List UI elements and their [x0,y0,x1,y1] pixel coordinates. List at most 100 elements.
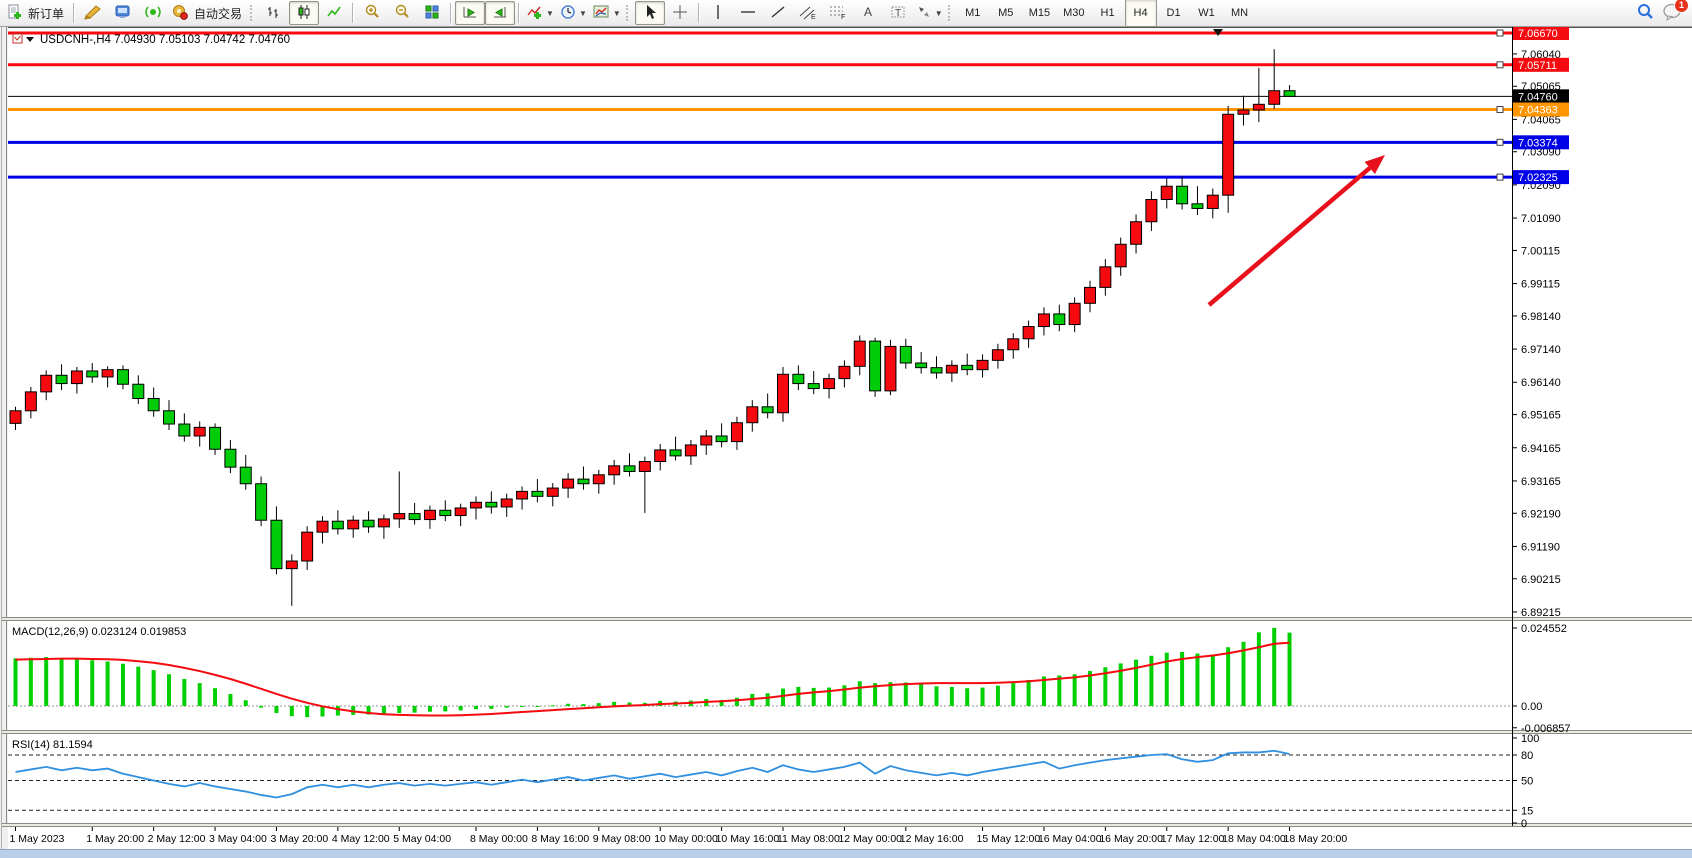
timeframe-button-h4[interactable]: H4 [1124,0,1157,27]
level-handle[interactable] [1496,61,1504,69]
candle-body [1268,90,1281,105]
candle-body [70,370,83,385]
price-level-lines[interactable] [8,29,1512,181]
candle-body [592,474,605,485]
timeframe-button-h1[interactable]: H1 [1100,7,1115,19]
metaeditor-button[interactable] [78,1,108,25]
chart-shift-button[interactable] [485,1,516,25]
add-indicator-icon [526,4,543,23]
price-axis-label: 6.89215 [1521,607,1561,619]
chart-area[interactable]: 7.06040 7.05065 7.04065 7.03090 7.02090 7.010… [0,26,1692,849]
macd-histogram-bar [965,688,970,706]
macd-histogram-bar [1026,679,1031,706]
fibonacci-button[interactable]: F [823,1,853,25]
macd-histogram-bar [243,700,248,706]
chart-template-icon [593,4,610,23]
time-axis-label: 3 May 04:00 [209,833,267,845]
magnifier-plus-icon [364,4,381,23]
chart-window-icon[interactable] [12,33,23,44]
candle-body [991,349,1004,361]
text-label-button[interactable]: T [883,1,913,25]
line-chart-button[interactable] [319,1,349,25]
candle-body [1206,194,1219,209]
timeframe-button-d1[interactable]: D1 [1166,7,1181,19]
signals-button[interactable] [138,1,168,25]
text-button[interactable]: A [853,1,883,25]
macd-histogram-bar [888,682,893,706]
price-axis[interactable]: 7.060407.050657.040657.030907.020907.010… [1512,26,1571,830]
search-icon[interactable] [1636,3,1654,24]
chat-button[interactable]: 1 [1662,0,1689,24]
auto-trading-button[interactable]: 自动交易 [168,1,248,25]
price-axis-label: 6.98140 [1521,311,1561,323]
candle-body [869,340,882,392]
trendline-icon [770,4,786,23]
price-axis-label: 6.99115 [1521,279,1560,291]
timeframe-group: M1 M5 M15 M30 H1 H4 D1 W1 MN [957,0,1256,27]
timeframe-button-m30[interactable]: M30 [1063,7,1085,19]
level-handle[interactable] [1496,29,1504,37]
macd-histogram-bar [781,688,785,706]
vertical-line-button[interactable] [703,1,733,25]
market-button[interactable] [108,1,138,25]
macd-histogram-bar [151,670,156,706]
level-handle[interactable] [1496,138,1504,146]
bar-chart-button[interactable] [259,1,289,25]
rsi-time-splitter[interactable] [2,823,1692,827]
timeframe-button-m5[interactable]: M5 [998,7,1014,19]
time-axis-label: 10 May 00:00 [654,833,718,845]
main-macd-splitter[interactable] [2,617,1692,621]
indicators-button[interactable]: ▼ [523,1,557,25]
macd-histogram-bar [842,685,847,706]
channel-button[interactable]: E [793,1,823,25]
level-handle[interactable] [1496,106,1504,114]
shapes-button[interactable]: ▼ [913,1,946,25]
macd-histogram-bar [1241,641,1246,706]
candle-body [700,435,713,446]
trend-arrow-annotation[interactable] [1207,155,1385,307]
timeframe-button-m15[interactable]: M15 [1028,7,1051,19]
cursor-button[interactable] [634,1,665,25]
macd-rsi-splitter[interactable] [2,730,1692,734]
chart-menu-dropdown-icon[interactable] [26,37,34,42]
toolbar-separator [352,3,355,23]
templates-button[interactable]: ▼ [590,1,624,25]
horizontal-line-button[interactable] [733,1,763,25]
candlestick-chart-button[interactable] [289,1,320,25]
svg-text:T: T [895,8,901,19]
clock-icon [560,4,576,23]
macd-histogram-bar [1226,647,1231,706]
macd-histogram-bar [1149,655,1154,706]
vertical-line-icon [712,4,724,23]
timeframe-button-m1[interactable]: M1 [965,7,981,19]
zoom-out-button[interactable] [387,1,417,25]
timeframe-button-mn[interactable]: MN [1230,7,1249,19]
crosshair-button[interactable] [665,1,695,25]
trendline-button[interactable] [763,1,793,25]
panel-separators[interactable] [2,617,1692,827]
macd-histogram-bar [197,683,202,706]
text-icon: A [861,4,875,23]
macd-histogram-bar [765,693,770,706]
fibonacci-icon: F [829,4,847,23]
timeframe-button-w1[interactable]: W1 [1198,7,1215,19]
candle-body [577,478,590,485]
new-order-button[interactable]: 新订单 [4,1,70,25]
periods-button[interactable]: ▼ [557,1,590,25]
time-axis[interactable]: 1 May 2023 1 May 20:00 2 May 12:00 3 May 04… [10,827,1348,845]
tile-windows-button[interactable] [417,1,447,25]
auto-scroll-button[interactable] [455,1,486,25]
zoom-in-button[interactable] [357,1,387,25]
candle-body [915,362,928,369]
chart-shift-marker[interactable] [1213,29,1223,36]
level-handle[interactable] [1496,173,1504,181]
macd-axis-label: 0.00 [1521,701,1542,713]
candle-body [884,345,897,392]
rsi-axis-label: 15 [1521,805,1533,817]
candle-body [930,367,943,374]
price-axis-label: 6.90215 [1521,574,1561,586]
macd-histogram-bar [474,706,478,710]
candle-body [516,490,529,500]
candle-body [608,465,621,476]
candle-body [423,509,436,521]
